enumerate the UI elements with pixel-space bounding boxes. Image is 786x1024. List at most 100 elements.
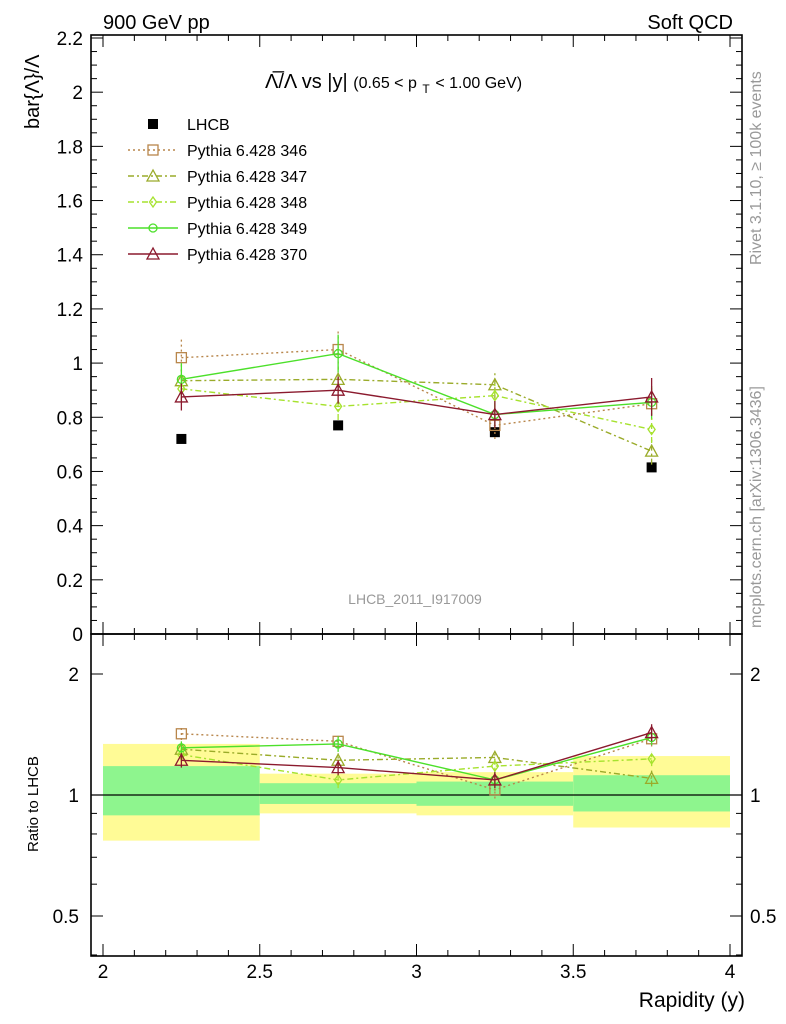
data-point bbox=[490, 389, 500, 402]
x-tick-label: 3 bbox=[411, 962, 422, 983]
legend-label: Pythia 6.428 370 bbox=[187, 247, 307, 264]
main-panel: 0 0.2 0.4 0.6 0.8 1 1.2 1.4 1.6 1.8 2 2.2 bbox=[57, 29, 742, 646]
main-title-range-end: < 1.00 GeV) bbox=[435, 75, 522, 92]
legend-marker bbox=[148, 195, 158, 209]
series-pythia-348 bbox=[177, 375, 656, 444]
main-y-tick-label: 0 bbox=[72, 625, 83, 646]
legend-label: Pythia 6.428 346 bbox=[187, 143, 307, 160]
x-tick-label: 4 bbox=[725, 962, 736, 983]
main-y-tick-label: 2.2 bbox=[57, 29, 83, 50]
ratio-data-point bbox=[174, 752, 189, 766]
x-tick-label: 2 bbox=[98, 962, 109, 983]
ratio-data-point bbox=[175, 728, 188, 740]
ratio-series-line bbox=[181, 736, 652, 781]
main-y-tick-label: 0.2 bbox=[57, 571, 83, 592]
data-point bbox=[333, 348, 343, 359]
series-line bbox=[181, 352, 652, 416]
series-pythia-349 bbox=[176, 334, 657, 429]
panel-frames bbox=[90, 34, 743, 957]
legend-entry: Pythia 6.428 348 bbox=[128, 195, 307, 212]
series-pythia-370 bbox=[174, 376, 659, 429]
main-y-tick-label: 2 bbox=[72, 83, 83, 104]
data-point bbox=[647, 423, 656, 436]
ratio-y-tick-label-right: 2 bbox=[750, 665, 761, 686]
series-line bbox=[181, 389, 652, 416]
ratio-series-line bbox=[181, 748, 652, 780]
ratio-y-tick-label-right: 0.5 bbox=[750, 907, 776, 928]
ratio-data-point bbox=[487, 772, 502, 786]
legend: LHCB Pythia 6.428 346 Pythia 6.428 347 Pyth… bbox=[128, 117, 307, 264]
legend-entry: LHCB bbox=[148, 117, 230, 134]
ratio-series-line bbox=[181, 731, 652, 781]
header-category: Soft QCD bbox=[647, 12, 733, 34]
series-line bbox=[181, 348, 652, 427]
header-energy: 900 GeV pp bbox=[103, 12, 210, 34]
series-line bbox=[181, 378, 652, 452]
inner-uncertainty-band bbox=[259, 783, 417, 804]
main-title-range: (0.65 < p bbox=[353, 75, 417, 92]
data-point bbox=[333, 400, 343, 413]
ratio-data-point bbox=[333, 773, 343, 787]
legend-label: Pythia 6.428 349 bbox=[187, 221, 307, 238]
ratio-panel: 0.5 0.5 1 1 2 2 2 2.5 3 3.5 4 bbox=[53, 634, 776, 983]
ratio-panel-frame bbox=[90, 633, 743, 957]
ratio-series-line bbox=[181, 753, 652, 781]
legend-marker bbox=[148, 119, 158, 129]
ratio-data-point bbox=[490, 759, 500, 773]
ratio-data-point bbox=[331, 760, 346, 774]
data-point bbox=[175, 352, 188, 364]
data-point bbox=[487, 407, 502, 421]
mcplots-label: mcplots.cern.ch [arXiv:1306.3436] bbox=[748, 386, 765, 628]
x-tick-label: 2.5 bbox=[247, 962, 273, 983]
ratio-data-point bbox=[487, 750, 502, 764]
legend-entry: Pythia 6.428 347 bbox=[128, 168, 307, 186]
main-y-tick-label: 1 bbox=[72, 354, 83, 375]
legend-entry: Pythia 6.428 346 bbox=[128, 143, 307, 160]
ratio-data-point bbox=[333, 739, 343, 749]
data-point bbox=[331, 382, 346, 396]
legend-marker bbox=[145, 246, 161, 260]
main-y-tick-label: 0.6 bbox=[57, 462, 83, 483]
main-y-axis-label: bar{Λ}/Λ bbox=[22, 54, 44, 129]
ratio-data-point bbox=[647, 752, 656, 765]
main-y-tick-label: 0.4 bbox=[57, 517, 84, 538]
data-point bbox=[646, 462, 657, 473]
data-point bbox=[644, 443, 659, 457]
analysis-watermark: LHCB_2011_I917009 bbox=[348, 591, 482, 607]
main-y-tick-label: 1.6 bbox=[57, 192, 83, 213]
x-axis-label: Rapidity (y) bbox=[639, 989, 745, 1012]
legend-label: Pythia 6.428 347 bbox=[187, 169, 307, 186]
ratio-data-point bbox=[644, 725, 659, 739]
data-point bbox=[176, 374, 187, 384]
main-y-tick-label: 0.8 bbox=[57, 408, 83, 429]
data-point bbox=[644, 389, 659, 403]
data-point bbox=[176, 433, 187, 444]
inner-uncertainty-band bbox=[103, 766, 260, 816]
ratio-y-tick-label: 0.5 bbox=[53, 907, 79, 928]
main-title-range-sub: T bbox=[422, 82, 430, 96]
series-lhcb bbox=[176, 420, 657, 473]
ratio-data-point bbox=[644, 771, 659, 785]
legend-marker bbox=[145, 168, 161, 182]
main-title: Λ̅/Λ vs |y| (0.65 < p T < 1.00 GeV) bbox=[265, 70, 522, 98]
ratio-y-tick-label-right: 1 bbox=[750, 786, 761, 807]
main-title-text: Λ̅/Λ vs |y| bbox=[265, 70, 348, 93]
legend-label: LHCB bbox=[187, 117, 230, 134]
data-point bbox=[174, 389, 189, 403]
series-line bbox=[181, 388, 652, 431]
legend-label: Pythia 6.428 348 bbox=[187, 195, 307, 212]
ratio-data-point bbox=[176, 743, 187, 753]
legend-entry: Pythia 6.428 370 bbox=[128, 246, 307, 264]
ratio-y-tick-label: 1 bbox=[68, 786, 79, 807]
x-tick-label: 3.5 bbox=[560, 962, 586, 983]
ratio-y-axis-label: Ratio to LHCB bbox=[25, 756, 42, 852]
data-point bbox=[333, 420, 344, 431]
legend-marker bbox=[148, 223, 158, 233]
ratio-y-tick-label: 2 bbox=[68, 665, 79, 686]
main-y-tick-label: 1.4 bbox=[57, 246, 84, 267]
main-y-tick-label: 1.8 bbox=[57, 137, 83, 158]
rivet-label: Rivet 3.1.10, ≥ 100k events bbox=[748, 71, 765, 265]
legend-entry: Pythia 6.428 349 bbox=[128, 221, 307, 238]
ratio-series-pythia-370 bbox=[174, 724, 659, 789]
